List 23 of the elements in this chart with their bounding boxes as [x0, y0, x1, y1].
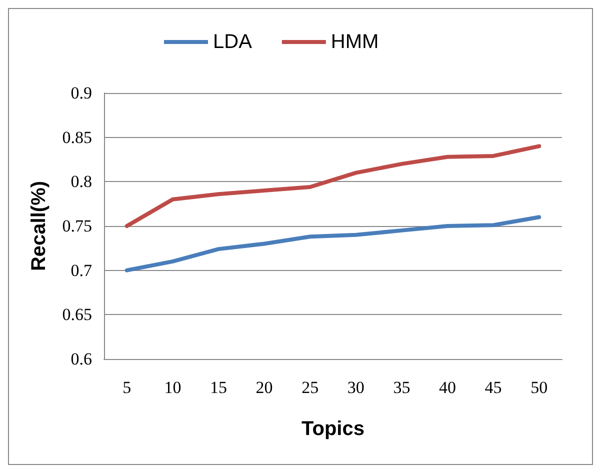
x-tick-label: 45 [484, 378, 502, 397]
x-tick-label: 15 [210, 378, 227, 397]
y-tick-label: 0.6 [70, 350, 92, 368]
x-tick-label: 35 [393, 378, 410, 397]
legend-label: HMM [330, 31, 379, 53]
x-tick-label: 20 [256, 378, 273, 397]
y-axis-title: Recall(%) [28, 180, 50, 272]
y-tick-label: 0.65 [62, 305, 92, 324]
line-series [124, 144, 542, 228]
line-series [124, 215, 542, 272]
x-tick-label: 30 [347, 378, 364, 397]
x-axis-title: Topics [302, 418, 364, 440]
y-tick-label: 0.9 [70, 84, 92, 102]
x-tick-label: 25 [302, 378, 319, 397]
x-tick-label: 5 [122, 378, 132, 397]
x-tick-label: 50 [530, 378, 548, 397]
y-tick-label: 0.7 [70, 260, 92, 280]
y-tick-label: 0.8 [70, 172, 92, 192]
legend-label: LDA [213, 31, 253, 53]
y-tick-label: 0.75 [62, 216, 92, 236]
y-tick-label: 0.85 [62, 128, 92, 147]
x-tick-label: 10 [164, 378, 182, 397]
x-tick-label: 40 [439, 378, 456, 397]
